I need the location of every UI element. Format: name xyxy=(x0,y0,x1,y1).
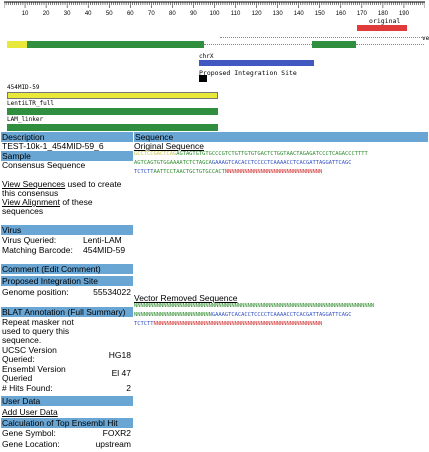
ruler-tick-label: 190 xyxy=(399,11,410,17)
virus-queried-label: Virus Queried: xyxy=(2,235,57,245)
ensembl-version-value: El 47 xyxy=(111,368,131,378)
ruler-tick-label: 140 xyxy=(294,11,305,17)
original-track-bar xyxy=(357,25,407,31)
ruler-tick-label: 160 xyxy=(336,11,347,17)
integration-site-header: Proposed Integration Site xyxy=(1,276,133,286)
ve-track-label: ve xyxy=(422,35,429,42)
ucsc-version-label-2: Queried: xyxy=(2,354,35,364)
repeat-masker-note-1: Repeat masker not xyxy=(2,317,74,327)
original-sequence-line-3: TCTCTTAATTCCTAACTGCTGTGCCACTNNNNNNNNNNNN… xyxy=(134,169,323,175)
chr-alignment-bar xyxy=(199,60,314,66)
virus-header: Virus xyxy=(1,225,133,235)
user-data-header: User Data xyxy=(1,396,133,406)
barcode-segment xyxy=(7,41,27,48)
trailing-gap-line xyxy=(356,44,424,45)
view-alignment-line2: sequences xyxy=(2,206,44,216)
ruler-tick-label: 90 xyxy=(190,11,197,17)
integration-site-marker xyxy=(199,75,207,82)
ruler-tick-label: 180 xyxy=(378,11,389,17)
genomic-gap-line xyxy=(204,44,312,45)
ruler-tick-label: 50 xyxy=(106,11,113,17)
ruler-tick-label: 100 xyxy=(209,11,220,17)
original-sequence-title: Original Sequence xyxy=(134,141,204,151)
hits-found-value: 2 xyxy=(126,383,131,393)
ruler-tick-label: 150 xyxy=(315,11,326,17)
repeat-masker-note-2: used to query this xyxy=(2,326,70,336)
sequence-header: Sequence xyxy=(134,132,428,142)
view-sequences-link[interactable]: View Sequences xyxy=(2,179,66,189)
gene-location-value: upstream xyxy=(95,439,131,449)
ltr-track-bar xyxy=(7,108,218,115)
linker-track-label: LAM_linker xyxy=(7,116,44,123)
original-track-gap-line xyxy=(220,37,424,38)
view-sequences-line2: this consensus xyxy=(2,188,59,198)
vector-removed-line-1: NNNNNNNNNNNNNNNNNNNNNNNNNNNNNNNNNNNNNNNN… xyxy=(134,303,375,309)
ruler-tick-label: 30 xyxy=(64,11,71,17)
ruler-tick-label: 110 xyxy=(231,11,241,17)
ruler-tick-label: 130 xyxy=(273,11,284,17)
ruler-tick-label: 40 xyxy=(85,11,92,17)
ruler-tick-label: 60 xyxy=(127,11,134,17)
chr-track-label: chrX xyxy=(199,53,214,60)
hits-found-label: # Hits Found: xyxy=(2,383,53,393)
ucsc-version-label-1: UCSC Version xyxy=(2,345,57,355)
linker-track-bar xyxy=(7,124,218,131)
view-alignment-line: View Alignment of these xyxy=(2,197,93,207)
ruler-tick-label: 80 xyxy=(169,11,176,17)
blat-annotation-header[interactable]: BLAT Annotation (Full Summary) xyxy=(1,307,133,317)
add-user-data-link[interactable]: Add User Data xyxy=(2,407,58,417)
ruler-tick-label: 120 xyxy=(252,11,263,17)
gene-symbol-value: FOXR2 xyxy=(102,428,131,438)
gene-symbol-label: Gene Symbol: xyxy=(2,428,56,438)
ltr-track-label: LentiLTR_full xyxy=(7,100,54,107)
repeat-masker-note-3: sequence. xyxy=(2,335,42,345)
original-sequence-line-2: AGTCAGTGTGGAAAATCTCTAGCAGAAAGTCACACCTCCC… xyxy=(134,160,352,166)
ensembl-version-label-2: Queried xyxy=(2,373,33,383)
ruler-tick-label: 10 xyxy=(22,11,29,17)
ruler-tick-label: 70 xyxy=(148,11,155,17)
linker-segment xyxy=(312,41,356,48)
ltr-segment xyxy=(27,41,204,48)
vector-removed-title: Vector Removed Sequence xyxy=(134,293,238,303)
ensembl-version-label-1: Ensembl Version xyxy=(2,364,66,374)
ucsc-version-value: HG18 xyxy=(108,350,131,360)
vector-removed-line-2: NNNNNNNNNNNNNNNNNNNNNNNNGAAAGTCACACCTCCC… xyxy=(134,312,352,318)
comment-header[interactable]: Comment (Edit Comment) xyxy=(1,264,133,274)
sample-header: Sample xyxy=(1,151,133,161)
view-alignment-link[interactable]: View Alignment xyxy=(2,197,60,207)
description-header: Description xyxy=(1,132,133,142)
matching-barcode-label: Matching Barcode: xyxy=(2,245,73,255)
mid-track-bar xyxy=(7,92,218,99)
original-sequence-line-1: GCCTCCGACTCAGAGTAGTGTGTGCCCGTCTGTTGTGTGA… xyxy=(134,151,368,157)
consensus-sequence-label: Consensus Sequence xyxy=(2,160,86,170)
virus-queried-value: Lenti-LAM xyxy=(83,235,122,245)
matching-barcode-value: 454MID-59 xyxy=(83,245,126,255)
vector-removed-line-3: TCTCTTNNNNNNNNNNNNNNNNNNNNNNNNNNNNNNNNNN… xyxy=(134,321,323,327)
ruler-tick-label: 170 xyxy=(357,11,368,17)
calculation-header: Calculation of Top Ensembl Hit xyxy=(1,418,133,428)
view-sequences-line: View Sequences used to create xyxy=(2,179,122,189)
position-ruler: 10 20 30 40 50 60 70 80 90 100 110 120 130 140 150 160 1… xyxy=(4,1,425,17)
integration-site-label: Proposed Integration Site xyxy=(199,69,297,77)
description-value: TEST-10k-1_454MID-59_6 xyxy=(2,141,104,151)
mid-track-label: 454MID-59 xyxy=(7,84,40,91)
ruler-tick-label: 20 xyxy=(43,11,50,17)
genome-position-value: 55534022 xyxy=(93,287,131,297)
gene-location-label: Gene Location: xyxy=(2,439,60,449)
original-track-label: original xyxy=(369,17,401,25)
genome-position-label: Genome position: xyxy=(2,287,69,297)
